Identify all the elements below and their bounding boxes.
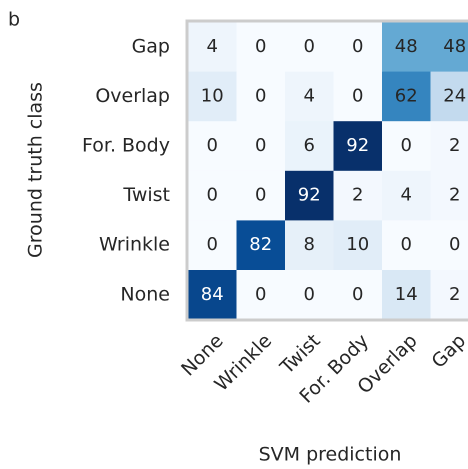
x-tick-label: Gap [427,330,468,373]
cell-label: 0 [304,284,315,305]
cell-label: 0 [207,234,218,255]
cell-label: 14 [395,284,418,305]
cell-label: 0 [401,135,412,156]
cell [236,22,286,73]
y-tick-label: Overlap [95,85,170,107]
cell [188,22,237,73]
cell [333,270,383,321]
cell-label: 0 [207,185,218,206]
cell-label: 4 [401,185,412,206]
y-tick-label: Gap [132,35,170,57]
cell [285,170,334,221]
cell-label: 2 [352,185,363,206]
cell [285,270,334,321]
cell [285,71,334,122]
cell-label: 2 [449,135,460,156]
cell [188,270,237,321]
cell-label: 6 [304,135,315,156]
cell [236,270,286,321]
cell [188,121,237,172]
cell-label: 0 [449,234,460,255]
cell [333,71,383,122]
cell [285,22,334,73]
panel-label: b [8,9,20,31]
y-tick-label: For. Body [82,135,170,157]
cell-label: 62 [395,85,418,106]
cell-label: 82 [249,234,272,255]
cell-label: 0 [401,234,412,255]
cell [430,71,468,122]
cell-label: 0 [255,284,266,305]
y-axis-label: Ground truth class [25,82,47,258]
cell [430,220,468,271]
cell [333,220,383,271]
cell [382,71,431,122]
x-axis-label: SVM prediction [259,444,402,466]
cell-label: 0 [352,36,363,57]
cell-label: 48 [395,36,418,57]
cell [236,121,286,172]
cell-label: 4 [304,85,315,106]
cell-label: 84 [201,284,224,305]
cell [382,22,431,73]
cell [333,170,383,221]
cell [236,220,286,271]
cell [430,270,468,321]
cell-label: 48 [443,36,466,57]
cell-label: 10 [201,85,224,106]
cell [236,71,286,122]
matrix-frame [185,19,468,322]
cell [430,170,468,221]
cell-label: 24 [443,85,466,106]
cell [188,170,237,221]
cell [333,22,383,73]
y-tick-label: Twist [122,184,170,206]
cell [382,170,431,221]
cell-label: 8 [304,234,315,255]
cell-label: 92 [298,185,321,206]
cell-label: 0 [255,85,266,106]
cell [430,22,468,73]
cell-label: 2 [449,185,460,206]
cell [285,220,334,271]
cell-label: 10 [346,234,369,255]
cell-label: 0 [255,36,266,57]
cell [236,170,286,221]
cell-label: 2 [449,284,460,305]
cell [382,270,431,321]
cell-label: 4 [207,36,218,57]
cell [285,121,334,172]
cell-label: 0 [352,85,363,106]
cell [188,220,237,271]
cell [382,220,431,271]
cell-label: 0 [304,36,315,57]
cell-label: 0 [352,284,363,305]
y-tick-label: Wrinkle [99,234,170,256]
cell-label: 0 [255,135,266,156]
cell-label: 0 [207,135,218,156]
cell [430,121,468,172]
cell-label: 0 [255,185,266,206]
cell [382,121,431,172]
y-tick-label: None [120,283,170,305]
cell [188,71,237,122]
cell [333,121,383,172]
cell-label: 92 [346,135,369,156]
